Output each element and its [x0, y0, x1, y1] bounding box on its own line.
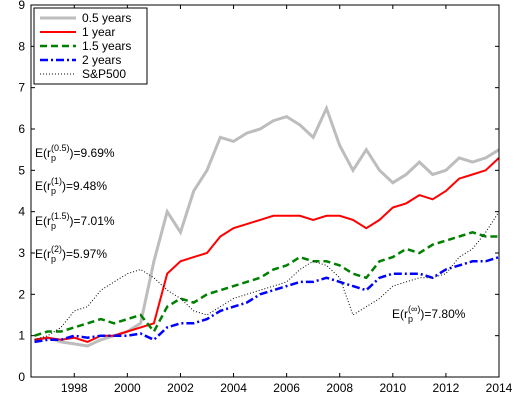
annotation-sup: (1) — [51, 176, 62, 186]
y-tick-label: 8 — [18, 39, 25, 53]
annotation: E(r (0.5)p )=9.69% — [35, 143, 115, 163]
series-line — [34, 255, 500, 344]
annotation-sub: p — [51, 153, 56, 163]
annotation-sub: p — [51, 221, 56, 231]
y-tick-label: 5 — [18, 163, 25, 177]
x-tick-label: 2012 — [433, 381, 460, 395]
annotation-text: )=9.69% — [70, 146, 115, 160]
y-tick-label: 3 — [18, 246, 25, 260]
annotation-sub: p — [51, 186, 56, 196]
annotation-sub: p — [408, 314, 413, 324]
annotation-text: )=9.48% — [62, 179, 107, 193]
legend-label: S&P500 — [82, 67, 126, 81]
annotation-text: )=5.97% — [62, 247, 107, 261]
annotation-sub: p — [51, 254, 56, 264]
y-tick-label: 2 — [18, 287, 25, 301]
annotation-sup: (0.5) — [51, 143, 70, 153]
annotation: E(r (2)p )=5.97% — [35, 244, 107, 264]
x-tick-label: 2006 — [273, 381, 300, 395]
legend-label: 1.5 years — [82, 39, 131, 53]
annotation-text: E(r — [35, 179, 51, 193]
x-tick-label: 1998 — [61, 381, 88, 395]
annotation-text: E(r — [35, 146, 51, 160]
annotation: E(r (1)p )=9.48% — [35, 176, 107, 196]
plot-frame — [30, 4, 500, 378]
legend-label: 2 years — [82, 53, 121, 67]
y-tick-label: 9 — [18, 0, 25, 12]
y-tick-label: 7 — [18, 81, 25, 95]
legend-label: 0.5 years — [82, 11, 131, 25]
y-tick-label: 4 — [18, 205, 25, 219]
y-tick-label: 0 — [18, 370, 25, 384]
series-line — [34, 157, 500, 343]
x-tick-label: 2008 — [326, 381, 353, 395]
annotation-sup: (2) — [51, 244, 62, 254]
x-tick-label: 2002 — [167, 381, 194, 395]
annotation-text: E(r — [392, 307, 408, 321]
annotation-text: E(r — [35, 247, 51, 261]
annotation: E(r (1.5)p )=7.01% — [35, 211, 115, 231]
annotation-sup: (∞) — [408, 304, 420, 314]
annotation: E(r (∞)p )=7.80% — [392, 304, 466, 324]
annotation-text: E(r — [35, 214, 51, 228]
x-tick-label: 2014 — [486, 381, 513, 395]
annotation-text: )=7.01% — [70, 214, 115, 228]
annotation-sup: (1.5) — [51, 211, 70, 221]
x-tick-label: 2010 — [379, 381, 406, 395]
x-tick-label: 2004 — [220, 381, 247, 395]
y-tick-label: 1 — [18, 329, 25, 343]
y-tick-label: 6 — [18, 122, 25, 136]
x-tick-label: 2000 — [114, 381, 141, 395]
series-line — [34, 230, 499, 337]
legend-label: 1 year — [82, 25, 115, 39]
annotation-text: )=7.80% — [420, 307, 465, 321]
